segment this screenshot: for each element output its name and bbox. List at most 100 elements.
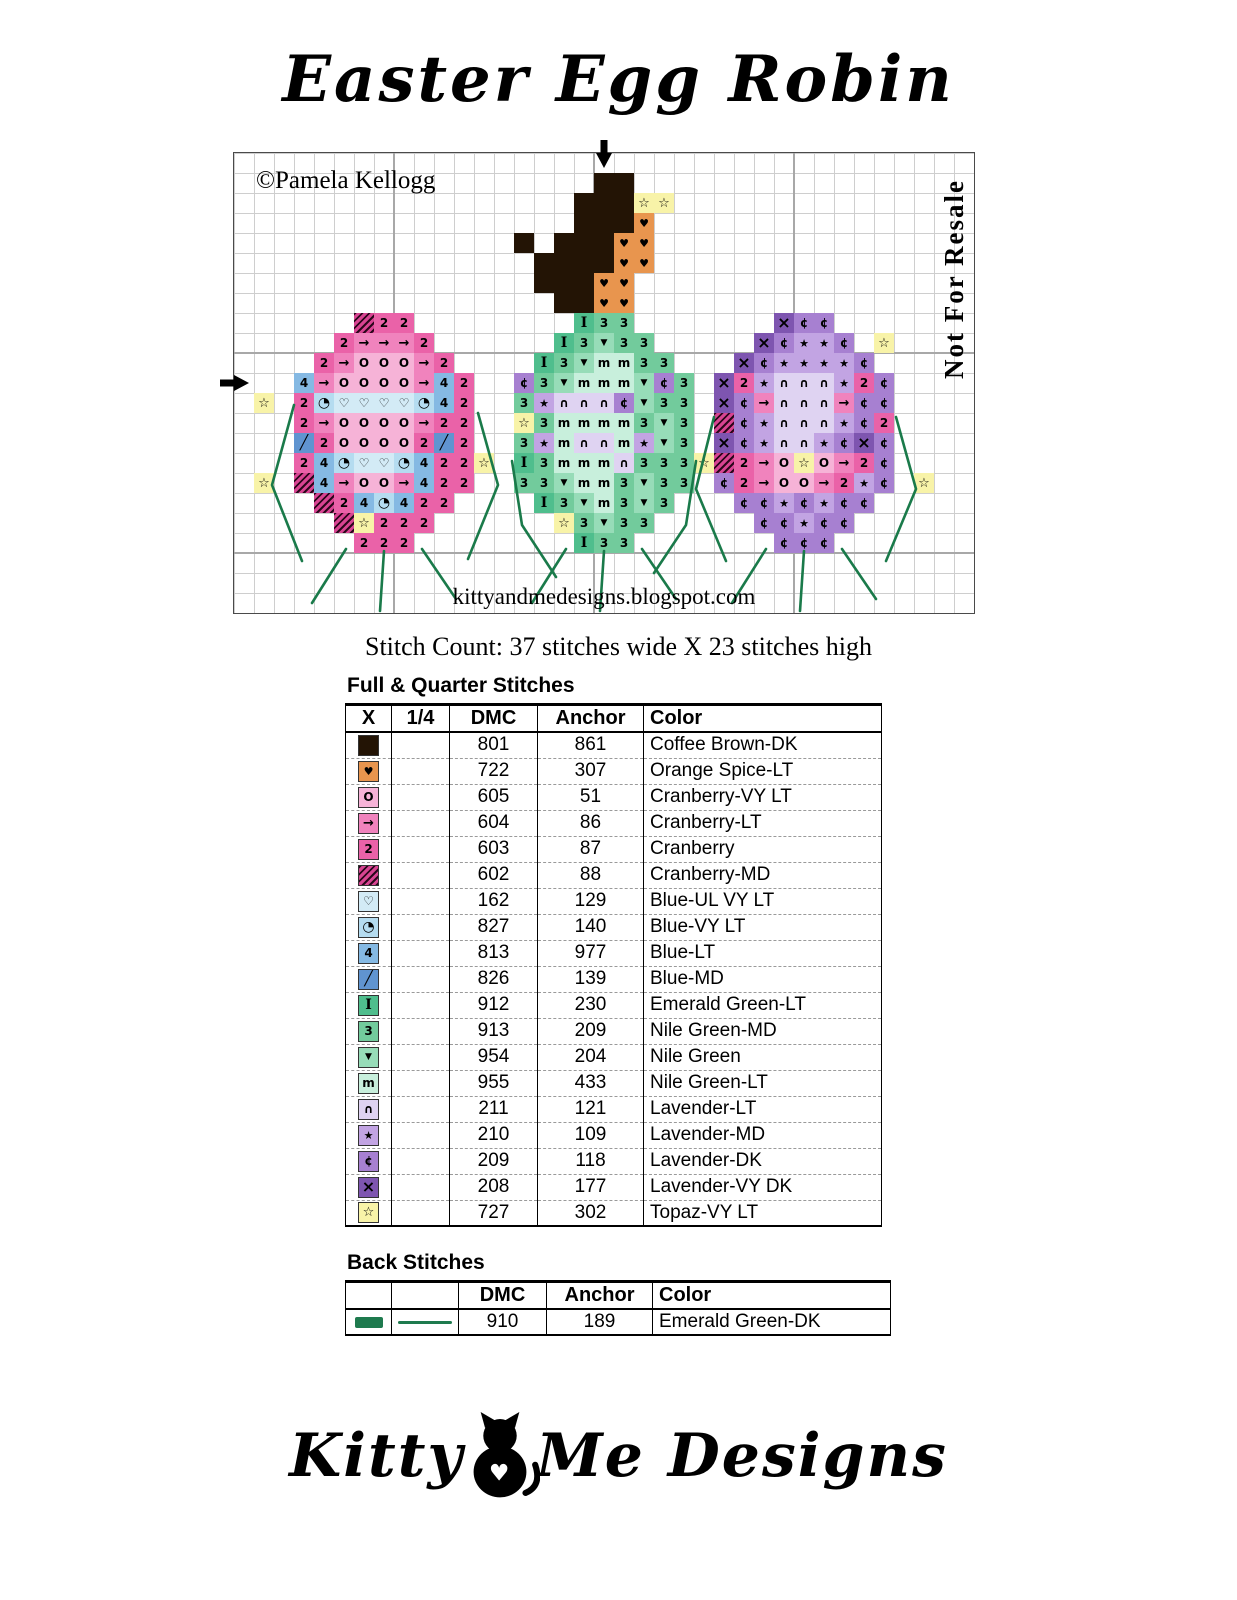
chart-cell: ★ — [814, 433, 834, 453]
chart-cell: ♥ — [634, 233, 654, 253]
chart-cell: m — [574, 453, 594, 473]
stitch-symbol: 2 — [319, 356, 329, 370]
stitch-symbol: ★ — [839, 416, 849, 430]
chart-cell: ♡ — [374, 453, 394, 473]
stitch-symbol: ▼ — [660, 437, 668, 448]
legend-color-name: Cranberry-MD — [643, 861, 882, 888]
stitch-symbol: 2 — [339, 336, 349, 350]
stitch-symbol: m — [597, 496, 611, 510]
chart-cell: ▼ — [594, 333, 614, 353]
chart-cell: 2 — [354, 533, 374, 553]
chart-cell: 3 — [574, 333, 594, 353]
stitch-symbol: ▼ — [640, 397, 648, 408]
legend-quarter-cell — [391, 1043, 450, 1070]
symbol-swatch: ¢ — [358, 1150, 379, 1172]
stitch-symbol: ∩ — [819, 416, 829, 430]
legend-color-name: Emerald Green-DK — [652, 1308, 891, 1336]
symbol-swatch: ☆ — [358, 1202, 379, 1224]
legend-anchor: 189 — [546, 1308, 653, 1336]
center-arrow-top-icon — [600, 140, 608, 153]
stitch-symbol: ☆ — [918, 475, 930, 491]
chart-cell: ★ — [754, 413, 774, 433]
backstitch-line — [652, 459, 698, 575]
legend-header-cell: Color — [643, 703, 882, 733]
stitch-symbol: ♡ — [378, 396, 390, 410]
symbol-swatch: ╱ — [358, 968, 379, 990]
stitch-symbol: ★ — [799, 516, 809, 530]
symbol-swatch: ♡ — [358, 890, 379, 912]
chart-cell: 3 — [674, 473, 694, 493]
stitch-symbol: ¢ — [839, 516, 849, 530]
legend-body: 801 861 Coffee Brown-DK ♥ 722 307 Orange Spice… — [345, 731, 882, 1227]
legend-symbol-cell: I — [345, 991, 392, 1018]
stitch-symbol: ∩ — [619, 456, 629, 470]
legend-header: X 1/4 DMC Anchor Color — [345, 703, 882, 733]
legend-anchor: 204 — [537, 1043, 644, 1070]
legend-dmc: 955 — [449, 1069, 538, 1096]
stitch-symbol: ♥ — [599, 296, 609, 310]
chart-cell: 2 — [314, 433, 334, 453]
legend-color-name: Cranberry — [643, 835, 882, 862]
chart-cell: ★ — [834, 353, 854, 373]
backstitch-line — [694, 415, 728, 563]
chart-cell: ★ — [834, 373, 854, 393]
chart-cell: 3 — [634, 453, 654, 473]
stitch-symbol: ▼ — [600, 517, 608, 528]
chart-cell — [334, 513, 354, 533]
chart-cell: 3 — [634, 333, 654, 353]
stitch-symbol: O — [358, 376, 370, 390]
legend-header-cell: Color — [652, 1280, 891, 1310]
chart-cell: m — [594, 413, 614, 433]
chart-cell: 3 — [614, 313, 634, 333]
chart-cell: ★ — [814, 333, 834, 353]
symbol-swatch: ∩ — [358, 1098, 379, 1120]
chart-cell: O — [394, 353, 414, 373]
stitch-symbol: 2 — [399, 536, 409, 550]
stitch-symbol: ¢ — [819, 516, 829, 530]
chart-cell: 3 — [614, 473, 634, 493]
legend-row: ▼ 954 204 Nile Green — [345, 1043, 882, 1070]
chart-cell: ¢ — [514, 373, 534, 393]
chart-cell: → — [394, 333, 414, 353]
chart-cell: 3 — [534, 413, 554, 433]
chart-cell — [574, 293, 594, 313]
stitch-symbol: → — [318, 375, 330, 391]
legend-dmc: 162 — [449, 887, 538, 914]
chart-cell: m — [594, 373, 614, 393]
legend-color-name: Lavender-MD — [643, 1121, 882, 1148]
stitch-symbol: 2 — [419, 336, 429, 350]
stitch-symbol: ∩ — [579, 396, 589, 410]
chart-cell: 4 — [314, 473, 334, 493]
stitch-symbol: → — [758, 455, 770, 471]
chart-cell: ♥ — [634, 213, 654, 233]
stitch-symbol: 2 — [859, 376, 869, 390]
stitch-symbol: O — [778, 476, 790, 490]
chart-cell — [594, 213, 614, 233]
stitch-symbol: ∩ — [779, 416, 789, 430]
stitch-symbol: m — [617, 376, 631, 390]
stitch-symbol: ◔ — [417, 395, 431, 411]
chart-cell: ★ — [834, 413, 854, 433]
chart-cell: 2 — [374, 533, 394, 553]
chart-cell: 2 — [434, 473, 454, 493]
stitch-symbol: 4 — [299, 376, 309, 390]
stitch-symbol: ♥ — [619, 236, 629, 250]
stitch-symbol: 3 — [579, 516, 589, 530]
legend-row: I 912 230 Emerald Green-LT — [345, 991, 882, 1018]
stitch-symbol: I — [580, 535, 588, 551]
chart-cell: O — [374, 433, 394, 453]
stitch-symbol: 2 — [439, 356, 449, 370]
stitch-symbol: 3 — [619, 536, 629, 550]
stitch-symbol: 3 — [579, 336, 589, 350]
legend-symbol-cell: ♡ — [345, 887, 392, 914]
stitch-symbol: ♡ — [363, 894, 374, 908]
stitch-symbol: ¢ — [859, 496, 869, 510]
chart-cell: 4 — [394, 493, 414, 513]
stitch-symbol: ♡ — [338, 396, 350, 410]
stitch-symbol: 3 — [679, 396, 689, 410]
chart-cell: ¢ — [654, 373, 674, 393]
legend-anchor: 118 — [537, 1147, 644, 1174]
chart-cell: O — [394, 413, 414, 433]
stitch-symbol: → — [378, 335, 390, 351]
